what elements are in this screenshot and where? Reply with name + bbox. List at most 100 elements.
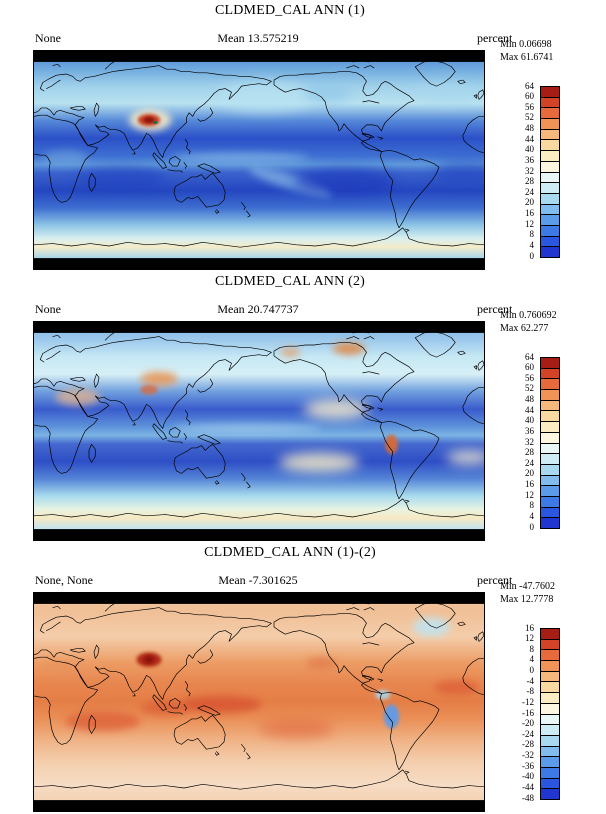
colorbar-cell <box>541 203 559 215</box>
colorbar-tick-label: 28 <box>525 447 534 458</box>
polar-mask-top <box>34 51 484 62</box>
colorbar-tick-label: 16 <box>525 208 534 218</box>
colorbar-tick-label: 20 <box>525 197 534 208</box>
panel1-minmax: Min 0.06698 Max 61.6741 <box>500 38 600 64</box>
panel-cldmed-case1: CLDMED_CAL ANN (1) None Mean 13.575219 p… <box>0 0 606 271</box>
colorbar-tick-label: 12 <box>525 633 534 644</box>
colorbar-tick-label: -16 <box>522 707 534 718</box>
colorbar-tick-label: -12 <box>522 696 534 707</box>
colorbar-tick-label: -32 <box>522 750 534 760</box>
colorbar-tick-label: -28 <box>522 739 534 750</box>
panel2-title: CLDMED_CAL ANN (2) <box>214 274 366 289</box>
colorbar-cell <box>541 171 559 183</box>
panel2-colorbar-ticks: 64 60 56 52 48 44 40 36 32 28 24 20 16 12 8 4 0 <box>492 352 536 531</box>
colorbar-tick-label: 60 <box>525 362 534 373</box>
panel3-case-label: None, None <box>35 573 93 587</box>
colorbar-cell <box>541 410 559 422</box>
colorbar-tick-label: 24 <box>525 186 534 197</box>
colorbar-cell <box>541 442 559 454</box>
colorbar-tick-label: 44 <box>525 133 534 144</box>
colorbar-tick-label: 32 <box>525 165 534 176</box>
colorbar-cell <box>541 713 559 725</box>
panel3-colorbar-ticks: 16 12 8 4 0 -4 -8 -12 -16 -20 -24 -28 -32 -36 -40 -44 -4… <box>492 623 536 802</box>
panel2-case-label: None <box>35 302 61 316</box>
colorbar-tick-label: 0 <box>529 521 535 532</box>
colorbar-cell <box>541 367 559 379</box>
colorbar-cell <box>541 160 559 172</box>
panel3-minmax: Min -47.7602 Max 12.7778 <box>500 580 600 606</box>
panel2-map-svg <box>34 322 484 540</box>
panel1-title: CLDMED_CAL ANN (1) <box>214 3 366 18</box>
colorbar-cell <box>541 431 559 443</box>
colorbar-cell <box>541 378 559 390</box>
colorbar-tick-label: 0 <box>529 250 535 261</box>
colorbar-tick-label: 0 <box>529 665 535 675</box>
panel-cldmed-difference: CLDMED_CAL ANN (1)-(2) None, None Mean -… <box>0 542 606 813</box>
colorbar-tick-label: -36 <box>522 760 534 771</box>
colorbar-cell <box>541 150 559 161</box>
colorbar-cell <box>541 649 559 661</box>
panel3-mean-label: Mean -7.301625 <box>218 573 298 587</box>
colorbar-tick-label: -44 <box>522 781 534 792</box>
colorbar-cell <box>541 107 559 119</box>
polar-mask-top <box>34 322 484 333</box>
colorbar-cell <box>541 670 559 682</box>
colorbar-cell <box>541 485 559 496</box>
colorbar-tick-label: 36 <box>525 154 534 165</box>
colorbar-cell <box>541 506 559 518</box>
colorbar-tick-label: 24 <box>525 457 534 468</box>
colorbar-cell <box>541 87 559 97</box>
panel2-min-label: Min 0.760692 <box>500 310 557 321</box>
colorbar-tick-label: 52 <box>525 112 534 123</box>
colorbar-tick-label: 8 <box>529 229 535 240</box>
colorbar-tick-label: 56 <box>525 372 534 383</box>
colorbar-tick-label: 36 <box>525 425 534 436</box>
colorbar-cell <box>541 766 559 778</box>
panel3-map <box>33 592 485 812</box>
colorbar-tick-label: -24 <box>522 728 534 739</box>
colorbar-tick-label: 52 <box>525 383 534 394</box>
colorbar-cell <box>541 118 559 129</box>
panel3-min-label: Min -47.7602 <box>500 581 555 592</box>
colorbar-cell <box>541 777 559 789</box>
colorbar-cell <box>541 96 559 108</box>
panel1-units-label: percent <box>477 31 513 45</box>
colorbar-cell <box>541 139 559 151</box>
panel1-map-svg <box>34 51 484 269</box>
colorbar-cell <box>541 453 559 464</box>
colorbar-tick-label: 64 <box>525 80 534 91</box>
panel3-units-label: percent <box>477 573 513 587</box>
colorbar-cell <box>541 399 559 411</box>
colorbar-cell <box>541 214 559 225</box>
panel2-units-label: percent <box>477 302 513 316</box>
colorbar-tick-label: 28 <box>525 176 534 187</box>
panel2-max-label: Max 62.277 <box>500 323 549 334</box>
colorbar-cell <box>541 463 559 475</box>
colorbar-cell <box>541 495 559 507</box>
colorbar-cell <box>541 692 559 703</box>
colorbar-cell <box>541 128 559 140</box>
colorbar-tick-label: -20 <box>522 718 534 729</box>
colorbar-tick-label: 4 <box>529 510 535 521</box>
colorbar-cell <box>541 358 559 368</box>
panel1-min-label: Min 0.06698 <box>500 39 552 50</box>
panel1-case-label: None <box>35 31 61 45</box>
panel3-title: CLDMED_CAL ANN (1)-(2) <box>204 545 376 560</box>
panel3-colorbar <box>540 628 560 800</box>
colorbar-tick-label: 12 <box>525 218 534 229</box>
colorbar-cell <box>541 788 559 799</box>
colorbar-tick-label: 20 <box>525 468 534 479</box>
panel1-colorbar <box>540 86 560 258</box>
colorbar-tick-label: 12 <box>525 489 534 500</box>
colorbar-tick-label: -48 <box>522 792 534 803</box>
polar-mask-bottom <box>34 800 484 811</box>
colorbar-tick-label: -4 <box>526 675 535 686</box>
panel2-minmax: Min 0.760692 Max 62.277 <box>500 309 600 335</box>
panel1-mean-label: Mean 13.575219 <box>217 31 299 45</box>
colorbar-cell <box>541 235 559 247</box>
colorbar-cell <box>541 734 559 746</box>
panel1-colorbar-ticks: 64 60 56 52 48 44 40 36 32 28 24 20 16 12 8 4 0 <box>492 81 536 260</box>
colorbar-cell <box>541 182 559 193</box>
panel3-max-label: Max 12.7778 <box>500 594 554 605</box>
colorbar-tick-label: 16 <box>525 622 534 633</box>
